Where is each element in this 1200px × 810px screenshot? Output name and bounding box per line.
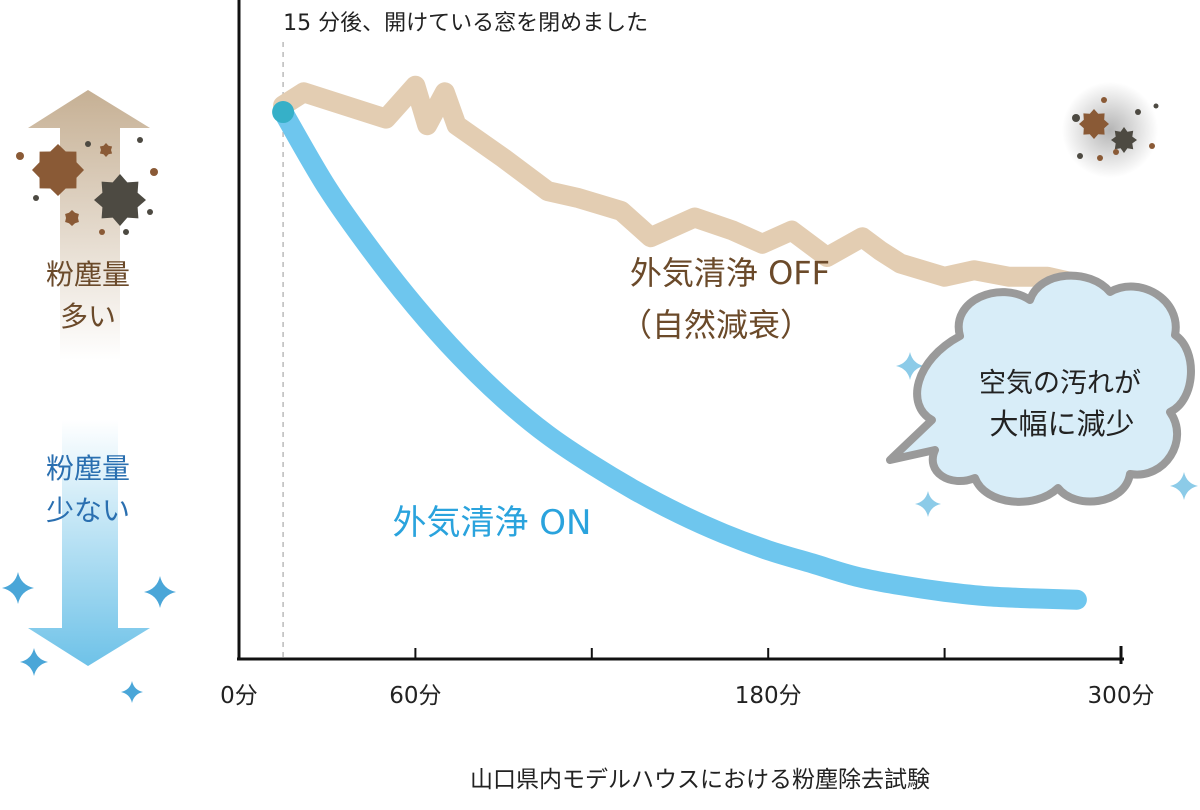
x-tick-labels: 0分 60分 180分 300分 (220, 683, 1154, 709)
series-start-point (272, 101, 295, 124)
series-on-line (273, 102, 1087, 610)
x-tick-label-60: 60分 (389, 683, 441, 709)
sparkle-icon (121, 681, 143, 703)
y-indicator-up (28, 90, 150, 360)
x-tick-label-300: 300分 (1088, 683, 1155, 709)
dust-particle (94, 174, 146, 226)
chart-caption: 山口県内モデルハウスにおける粉塵除去試験 (470, 767, 930, 793)
dust-particle (99, 143, 113, 157)
dust-particle (65, 210, 79, 226)
x-ticks (414, 646, 1123, 664)
down-arrow (28, 420, 150, 666)
dust-cloud-icon (1062, 82, 1159, 178)
y-indicator-down (28, 420, 150, 666)
up-label-line1: 粉塵量 (46, 258, 130, 291)
callout-bubble: 空気の汚れが 大幅に減少 (886, 271, 1195, 506)
sparkle-icon (915, 491, 941, 517)
dust-dot (1113, 149, 1119, 155)
dust-dot (1101, 97, 1107, 103)
callout-line1: 空気の汚れが (979, 368, 1141, 399)
down-label-line1: 粉塵量 (46, 452, 130, 485)
dust-particle (1111, 127, 1137, 153)
sparkle-icon (1170, 472, 1198, 500)
series-off-sublabel: （自然減衰） (620, 306, 812, 344)
sparkles-icon (2, 352, 1198, 703)
dust-dot (85, 141, 91, 147)
down-label-line2: 少ない (46, 494, 130, 527)
dust-dot (16, 152, 24, 160)
callout-cloud-shape (886, 271, 1195, 506)
dust-dot (1135, 109, 1141, 115)
dust-dot (1097, 155, 1103, 161)
x-tick-label-0: 0分 (220, 683, 258, 709)
dust-dot (137, 137, 143, 143)
x-tick-label-180: 180分 (735, 683, 802, 709)
dust-dot (1077, 153, 1083, 159)
dust-haze (1062, 82, 1158, 178)
series-off-label: 外気清浄 OFF (630, 254, 830, 292)
dust-dot (123, 229, 129, 235)
sparkle-icon (896, 352, 924, 380)
callout-line2: 大幅に減少 (989, 407, 1134, 441)
dust-particle (32, 144, 84, 196)
dust-dot (1149, 143, 1155, 149)
dust-dot (1153, 103, 1159, 109)
dust-dot (1072, 114, 1080, 122)
series-off-line (273, 75, 1087, 294)
sparkle-icon (144, 576, 176, 608)
series-on-label: 外気清浄 ON (392, 503, 591, 543)
dust-particle (1079, 109, 1109, 139)
dust-dot (147, 209, 153, 215)
event-label: 15 分後、開けている窓を閉めました (283, 11, 648, 36)
dust-dot (33, 195, 39, 201)
up-arrow (28, 90, 150, 360)
sparkle-icon (20, 648, 48, 676)
dust-dot (99, 229, 105, 235)
dust-particles-icon (16, 137, 158, 235)
up-label-line2: 多い (60, 300, 116, 333)
dust-dot (150, 168, 158, 176)
sparkle-icon (2, 572, 34, 604)
